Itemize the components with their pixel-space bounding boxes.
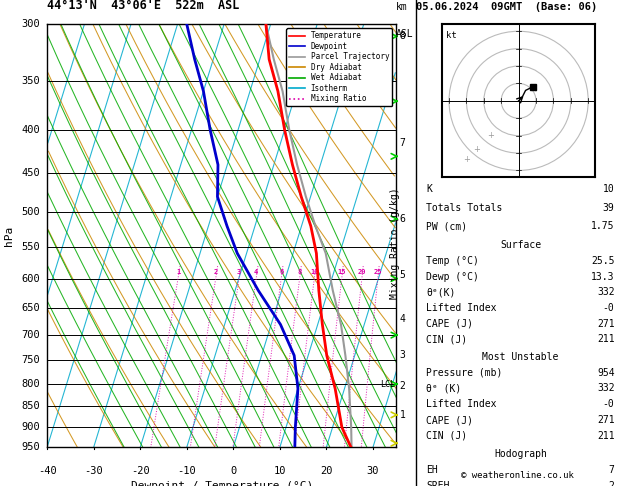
Text: 500: 500 <box>21 207 40 217</box>
Text: 05.06.2024  09GMT  (Base: 06): 05.06.2024 09GMT (Base: 06) <box>416 2 598 12</box>
Text: 15: 15 <box>338 269 346 275</box>
Text: 4: 4 <box>399 314 405 324</box>
Text: Dewpoint / Temperature (°C): Dewpoint / Temperature (°C) <box>131 481 313 486</box>
Text: 7: 7 <box>609 465 615 475</box>
Text: 550: 550 <box>21 242 40 252</box>
Text: PW (cm): PW (cm) <box>426 222 467 231</box>
Text: 2: 2 <box>399 382 405 391</box>
Text: Hodograph: Hodograph <box>494 449 547 459</box>
Text: -10: -10 <box>177 466 196 476</box>
Text: θᵉ(K): θᵉ(K) <box>426 287 456 297</box>
Text: CAPE (J): CAPE (J) <box>426 415 474 425</box>
Text: 332: 332 <box>597 383 615 394</box>
Text: CIN (J): CIN (J) <box>426 334 467 344</box>
Text: 3: 3 <box>399 350 405 361</box>
Text: 332: 332 <box>597 287 615 297</box>
Text: -30: -30 <box>84 466 103 476</box>
Text: 1: 1 <box>176 269 180 275</box>
Text: 13.3: 13.3 <box>591 272 615 282</box>
Text: Surface: Surface <box>500 241 541 250</box>
Text: EH: EH <box>426 465 438 475</box>
Legend: Temperature, Dewpoint, Parcel Trajectory, Dry Adiabat, Wet Adiabat, Isotherm, Mi: Temperature, Dewpoint, Parcel Trajectory… <box>286 28 392 106</box>
Text: 850: 850 <box>21 401 40 411</box>
Text: Mixing Ratio (g/kg): Mixing Ratio (g/kg) <box>390 187 400 299</box>
Text: 800: 800 <box>21 379 40 389</box>
Text: 4: 4 <box>254 269 259 275</box>
Text: 271: 271 <box>597 415 615 425</box>
Text: 600: 600 <box>21 274 40 283</box>
Text: 3: 3 <box>237 269 241 275</box>
Text: 450: 450 <box>21 168 40 178</box>
Text: K: K <box>426 184 432 194</box>
Text: 350: 350 <box>21 76 40 86</box>
Text: 39: 39 <box>603 203 615 213</box>
Text: 2: 2 <box>214 269 218 275</box>
Text: 8: 8 <box>399 31 405 41</box>
Text: 1: 1 <box>399 410 405 420</box>
Text: CIN (J): CIN (J) <box>426 431 467 441</box>
Text: -0: -0 <box>603 399 615 409</box>
Text: Most Unstable: Most Unstable <box>482 352 559 362</box>
Text: 211: 211 <box>597 334 615 344</box>
Text: 2: 2 <box>609 481 615 486</box>
Text: +: + <box>487 131 494 140</box>
Text: 300: 300 <box>21 19 40 29</box>
Text: 211: 211 <box>597 431 615 441</box>
Text: +: + <box>463 156 470 164</box>
Text: 5: 5 <box>399 271 405 280</box>
Text: ASL: ASL <box>396 29 414 38</box>
Text: Pressure (mb): Pressure (mb) <box>426 367 503 378</box>
Text: 954: 954 <box>597 367 615 378</box>
Text: 30: 30 <box>367 466 379 476</box>
Text: © weatheronline.co.uk: © weatheronline.co.uk <box>460 471 574 480</box>
Text: kt: kt <box>445 31 456 40</box>
Text: 8: 8 <box>298 269 302 275</box>
Text: 1.75: 1.75 <box>591 222 615 231</box>
Text: θᵉ (K): θᵉ (K) <box>426 383 462 394</box>
Text: 900: 900 <box>21 422 40 432</box>
Text: 750: 750 <box>21 355 40 365</box>
Text: 25.5: 25.5 <box>591 256 615 266</box>
Text: 400: 400 <box>21 125 40 135</box>
Text: 20: 20 <box>358 269 366 275</box>
Text: SREH: SREH <box>426 481 450 486</box>
Text: -0: -0 <box>603 303 615 313</box>
Text: 7: 7 <box>399 139 405 148</box>
Text: 44°13'N  43°06'E  522m  ASL: 44°13'N 43°06'E 522m ASL <box>47 0 240 12</box>
Text: 6: 6 <box>399 214 405 224</box>
Text: LCL: LCL <box>380 380 395 389</box>
Text: Lifted Index: Lifted Index <box>426 303 497 313</box>
Text: Totals Totals: Totals Totals <box>426 203 503 213</box>
Text: 20: 20 <box>320 466 333 476</box>
Text: Temp (°C): Temp (°C) <box>426 256 479 266</box>
Text: hPa: hPa <box>4 226 14 246</box>
Text: 650: 650 <box>21 303 40 313</box>
Text: 10: 10 <box>274 466 286 476</box>
Text: CAPE (J): CAPE (J) <box>426 318 474 329</box>
Text: -20: -20 <box>131 466 150 476</box>
Text: 700: 700 <box>21 330 40 340</box>
Text: 10: 10 <box>310 269 318 275</box>
Text: km: km <box>396 1 408 12</box>
Text: 6: 6 <box>279 269 283 275</box>
Text: 25: 25 <box>374 269 382 275</box>
Text: -40: -40 <box>38 466 57 476</box>
Text: 0: 0 <box>230 466 237 476</box>
Text: 950: 950 <box>21 442 40 452</box>
Text: +: + <box>474 145 481 154</box>
Text: 10: 10 <box>603 184 615 194</box>
Text: Lifted Index: Lifted Index <box>426 399 497 409</box>
Text: 271: 271 <box>597 318 615 329</box>
Text: Dewp (°C): Dewp (°C) <box>426 272 479 282</box>
